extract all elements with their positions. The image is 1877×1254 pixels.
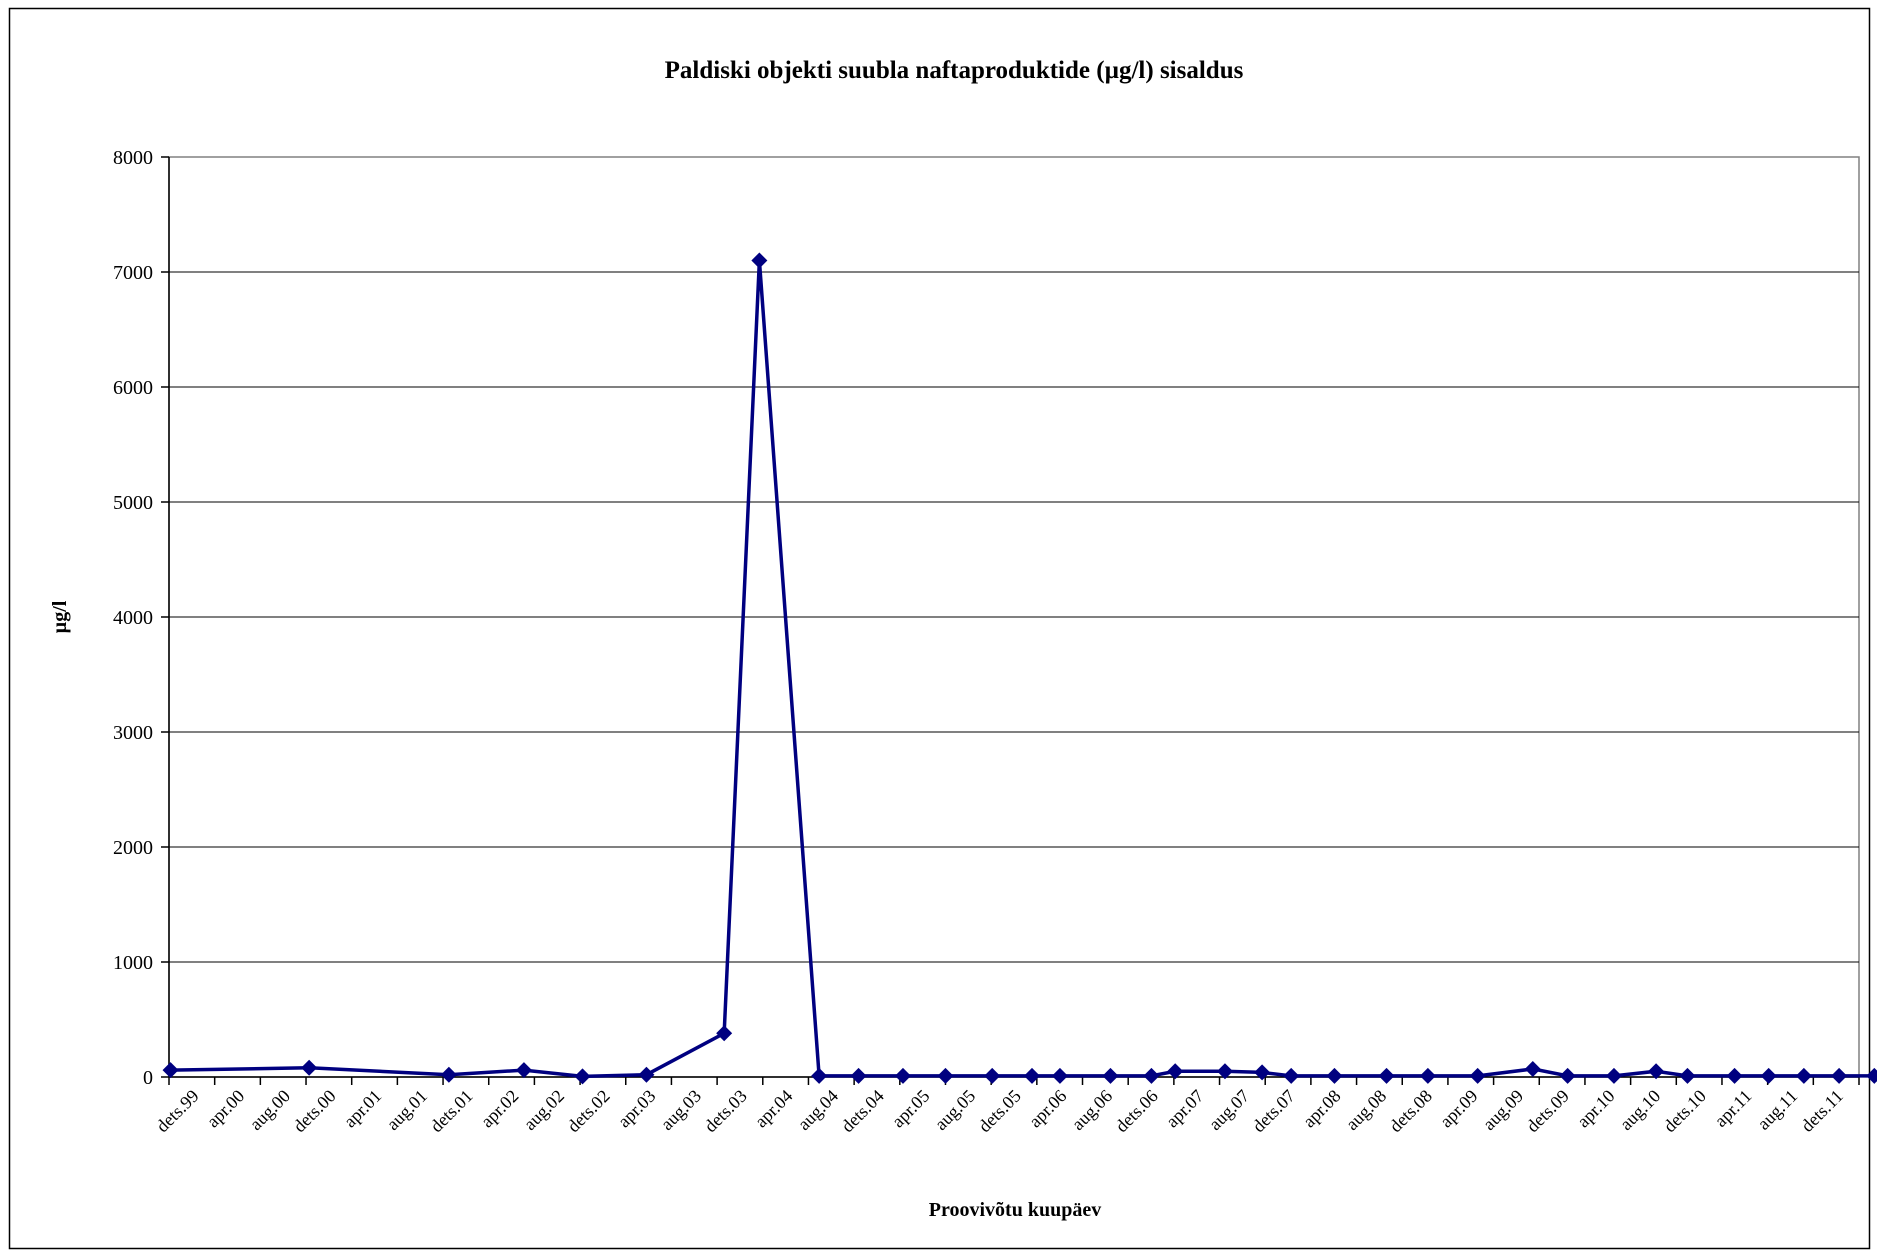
data-point [1419, 1067, 1436, 1084]
x-axis-title: Proovivõtu kuupäev [929, 1199, 1101, 1221]
data-point [1679, 1067, 1696, 1084]
data-point [984, 1067, 1001, 1084]
data-point [1831, 1067, 1848, 1084]
data-point [1524, 1060, 1541, 1077]
data-point [574, 1068, 591, 1085]
data-point [1866, 1067, 1877, 1084]
y-axis-ticks: 0 1000 2000 3000 4000 5000 6000 7000 8000 [113, 147, 169, 1089]
chart-title: Paldiski objekti suubla naftaproduktide … [665, 57, 1244, 84]
series-layer [162, 252, 1877, 1085]
data-point [850, 1067, 867, 1084]
data-point [1167, 1063, 1184, 1080]
data-point [1760, 1067, 1777, 1084]
data-point [638, 1066, 655, 1083]
data-point [894, 1067, 911, 1084]
data-point [937, 1067, 954, 1084]
y-tick-label: 8000 [113, 147, 153, 169]
data-point [440, 1066, 457, 1083]
y-tick-label: 1000 [113, 952, 153, 974]
data-point [1102, 1067, 1119, 1084]
y-tick-label: 2000 [113, 837, 153, 859]
data-point [1605, 1067, 1622, 1084]
data-point [1469, 1067, 1486, 1084]
data-point [1254, 1064, 1271, 1081]
y-tick-label: 0 [143, 1067, 153, 1089]
data-point [1143, 1067, 1160, 1084]
data-point [1559, 1067, 1576, 1084]
data-point [1051, 1067, 1068, 1084]
y-tick-label: 4000 [113, 607, 153, 629]
data-point [811, 1067, 828, 1084]
data-point [1726, 1067, 1743, 1084]
data-point [1326, 1067, 1343, 1084]
gridlines [169, 271, 1859, 963]
data-point [1023, 1067, 1040, 1084]
data-point [1283, 1067, 1300, 1084]
data-point [515, 1062, 532, 1079]
y-tick-label: 3000 [113, 722, 153, 744]
y-tick-label: 5000 [113, 492, 153, 514]
data-point [1216, 1063, 1233, 1080]
y-axis-title: µg/l [49, 600, 71, 633]
data-point [1795, 1067, 1812, 1084]
data-point [1378, 1067, 1395, 1084]
data-point [751, 252, 768, 269]
y-tick-label: 7000 [113, 262, 153, 284]
data-point [301, 1059, 318, 1076]
y-tick-label: 6000 [113, 377, 153, 399]
data-point [1648, 1063, 1665, 1080]
data-point [716, 1025, 733, 1042]
data-point [162, 1062, 179, 1079]
